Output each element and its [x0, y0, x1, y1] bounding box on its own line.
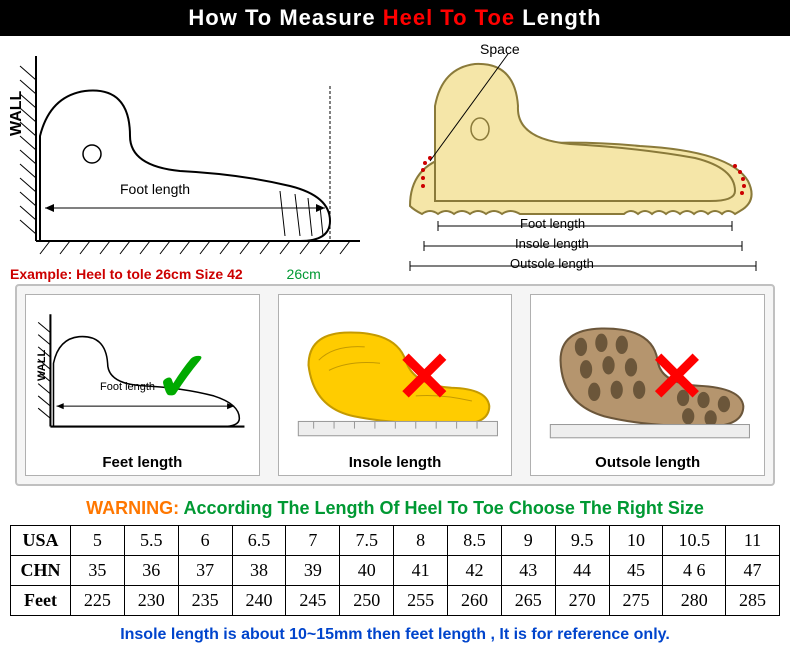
table-row: Feet225230235240245250255260265270275280…	[11, 586, 780, 616]
footnote: Insole length is about 10~15mm then feet…	[0, 616, 790, 644]
cell: 280	[663, 586, 726, 616]
space-label: Space	[480, 41, 520, 57]
cell: 44	[555, 556, 609, 586]
header-bar: How To Measure Heel To Toe Length	[0, 0, 790, 36]
panel-feet-length: WALL Foot length ✓ Feet length	[25, 294, 260, 476]
cell: 5	[71, 526, 125, 556]
check-icon: ✓	[154, 336, 213, 418]
panels-frame: WALL Foot length ✓ Feet length ✕ Insol	[15, 284, 775, 486]
cell: 37	[178, 556, 232, 586]
cell: 260	[448, 586, 502, 616]
panel-2-label: Insole length	[349, 454, 442, 471]
warning-row: WARNING: According The Length Of Heel To…	[0, 486, 790, 525]
right-insole-label: Insole length	[515, 236, 589, 251]
cell: 41	[394, 556, 448, 586]
cross-icon: ✕	[648, 336, 707, 418]
panel-insole-length: ✕ Insole length	[278, 294, 513, 476]
panel-2-image: ✕	[283, 301, 508, 450]
row-header: Feet	[11, 586, 71, 616]
cell: 7	[286, 526, 340, 556]
example-text: Example: Heel to tole 26cm Size 42	[10, 266, 243, 282]
cell: 9.5	[555, 526, 609, 556]
panel-1-label: Feet length	[102, 454, 182, 471]
cell: 245	[286, 586, 340, 616]
cell: 39	[286, 556, 340, 586]
warning-msg: According The Length Of Heel To Toe Choo…	[183, 498, 703, 518]
cell: 36	[124, 556, 178, 586]
diagram-right: Space Foot length Insole length Outsole …	[380, 36, 790, 284]
panel-1-wall-label: WALL	[36, 350, 48, 381]
right-outsole-label: Outsole length	[510, 256, 594, 271]
cell: 265	[501, 586, 555, 616]
cell: 6.5	[232, 526, 286, 556]
panel-3-image: ✕	[535, 301, 760, 450]
panel-3-label: Outsole length	[595, 454, 700, 471]
cell: 45	[609, 556, 663, 586]
cell: 5.5	[124, 526, 178, 556]
wall-label: WALL	[8, 91, 26, 136]
cell: 47	[725, 556, 779, 586]
example-cm: 26cm	[287, 266, 321, 282]
table-row: USA55.566.577.588.599.51010.511	[11, 526, 780, 556]
cell: 270	[555, 586, 609, 616]
diagrams-row: WALL Foot length Example: Heel to tole 2…	[0, 36, 790, 284]
table-row: CHN35363738394041424344454 647	[11, 556, 780, 586]
warning-title: WARNING:	[86, 498, 183, 518]
cell: 8	[394, 526, 448, 556]
cross-icon: ✕	[395, 336, 454, 418]
header-highlight: Heel To Toe	[383, 5, 515, 30]
cell: 40	[340, 556, 394, 586]
cell: 225	[71, 586, 125, 616]
cell: 240	[232, 586, 286, 616]
cell: 230	[124, 586, 178, 616]
cell: 285	[725, 586, 779, 616]
cell: 35	[71, 556, 125, 586]
foot-length-label: Foot length	[120, 181, 190, 197]
cell: 8.5	[448, 526, 502, 556]
cell: 250	[340, 586, 394, 616]
row-header: USA	[11, 526, 71, 556]
right-foot-label: Foot length	[520, 216, 585, 231]
cell: 275	[609, 586, 663, 616]
cell: 10.5	[663, 526, 726, 556]
foot-sketch-left	[0, 36, 380, 284]
cell: 255	[394, 586, 448, 616]
panel-outsole-length: ✕ Outsole length	[530, 294, 765, 476]
size-table: USA55.566.577.588.599.51010.511CHN353637…	[10, 525, 780, 616]
cell: 9	[501, 526, 555, 556]
cell: 11	[725, 526, 779, 556]
cell: 235	[178, 586, 232, 616]
cell: 4 6	[663, 556, 726, 586]
header-post: Length	[515, 5, 601, 30]
example-line: Example: Heel to tole 26cm Size 42 26cm	[10, 266, 321, 282]
cell: 42	[448, 556, 502, 586]
cell: 7.5	[340, 526, 394, 556]
cell: 38	[232, 556, 286, 586]
panel-1-foot-label: Foot length	[100, 381, 155, 393]
cell: 6	[178, 526, 232, 556]
cell: 43	[501, 556, 555, 586]
diagram-left: WALL Foot length Example: Heel to tole 2…	[0, 36, 380, 284]
row-header: CHN	[11, 556, 71, 586]
cell: 10	[609, 526, 663, 556]
panel-1-image: WALL Foot length ✓	[30, 301, 255, 450]
header-pre: How To Measure	[188, 5, 382, 30]
